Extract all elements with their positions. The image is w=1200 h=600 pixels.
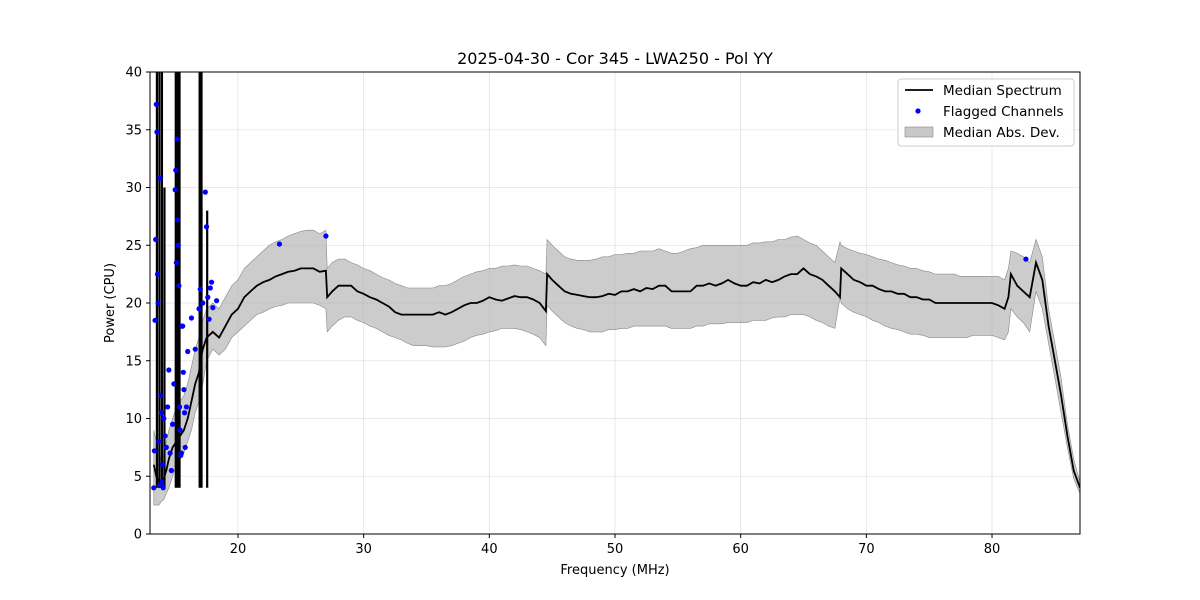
flagged-channel-point: [166, 367, 172, 373]
flagged-channel-point: [214, 298, 220, 304]
flagged-channel-point: [167, 450, 173, 456]
flagged-channel-point: [180, 323, 186, 329]
flagged-channel-point: [176, 404, 183, 410]
flagged-channel-point: [168, 467, 174, 474]
flagged-channel-point: [180, 369, 186, 375]
flagged-channel-point: [197, 286, 203, 292]
flagged-channel-point: [177, 427, 183, 433]
flagged-channel-point: [156, 439, 162, 445]
legend: Median Spectrum Flagged Channels Median …: [897, 78, 1075, 147]
legend-band-swatch: [904, 126, 934, 138]
legend-band-label: Median Abs. Dev.: [943, 125, 1060, 141]
flagged-channel-point: [323, 233, 329, 239]
y-tick-label: 5: [134, 470, 142, 485]
x-axis-label: Frequency (MHz): [560, 563, 669, 578]
flagged-channel-point: [173, 259, 179, 266]
x-axis-ticks: 20 30 40 50 60 70 80: [230, 534, 1001, 557]
flagged-channel-point: [154, 129, 160, 135]
flagged-channel-point: [161, 415, 167, 422]
flagged-channel-point: [159, 479, 165, 485]
flagged-channel-point: [153, 236, 159, 243]
y-tick-label: 40: [125, 66, 142, 81]
flagged-channel-point: [158, 392, 164, 398]
flagged-channel-point: [196, 306, 202, 312]
flagged-channel-point: [175, 217, 181, 223]
y-axis-label: Power (CPU): [103, 263, 118, 343]
x-tick-label: 80: [984, 542, 1001, 557]
y-tick-label: 10: [125, 412, 142, 427]
y-tick-label: 0: [134, 528, 142, 543]
flagged-channel-point: [175, 242, 181, 248]
x-tick-label: 20: [230, 542, 247, 557]
x-tick-label: 40: [481, 542, 498, 557]
y-tick-label: 20: [125, 297, 142, 312]
flagged-channel-point: [157, 175, 163, 181]
x-tick-label: 60: [732, 542, 749, 557]
flagged-channel-point: [160, 485, 166, 491]
flagged-channel-point: [174, 136, 180, 142]
flagged-channel-point: [192, 346, 198, 352]
flagged-channel-point: [181, 387, 187, 393]
legend-median-label: Median Spectrum: [943, 83, 1062, 99]
y-tick-label: 35: [125, 123, 142, 138]
flagged-channel-point: [178, 450, 185, 456]
y-axis-ticks: 0 5 10 15 20 25 30 35 40: [125, 66, 150, 543]
flagged-channel-point: [207, 285, 213, 291]
flagged-channel-point: [162, 433, 168, 439]
flagged-channel-point: [183, 404, 190, 410]
x-tick-label: 70: [858, 542, 875, 557]
flagged-channel-point: [158, 410, 164, 416]
y-tick-label: 30: [125, 181, 142, 196]
flagged-channel-point: [181, 410, 188, 416]
legend-box: [897, 78, 1075, 147]
flagged-channel-point: [202, 189, 208, 195]
flagged-channel-point: [170, 421, 176, 427]
flagged-channel-point: [185, 348, 191, 355]
flagged-channel-point: [154, 271, 161, 277]
chart-title: 2025-04-30 - Cor 345 - LWA250 - Pol YY: [457, 49, 773, 68]
x-tick-label: 50: [607, 542, 624, 557]
flagged-channel-point: [171, 381, 177, 387]
flagged-channel-point: [151, 485, 157, 491]
y-tick-label: 25: [125, 239, 142, 254]
flagged-channel-point: [159, 462, 166, 468]
flagged-channel-point: [172, 187, 178, 193]
flagged-channel-point: [151, 448, 157, 454]
legend-flagged-label: Flagged Channels: [943, 104, 1064, 120]
flagged-channel-point: [176, 283, 182, 289]
flagged-channel-point: [188, 315, 195, 321]
flagged-channel-point: [205, 294, 211, 300]
flagged-channel-point: [152, 317, 158, 323]
flagged-channel-point: [155, 300, 161, 306]
x-tick-label: 30: [355, 542, 372, 557]
flagged-channels-points: [151, 101, 1029, 491]
flagged-channel-point: [200, 300, 206, 306]
flagged-channel-point: [276, 241, 283, 247]
flagged-channel-point: [203, 224, 210, 230]
median-spectrum-line: [152, 259, 1080, 489]
flagged-channel-point: [1023, 256, 1029, 262]
flagged-channel-point: [210, 305, 216, 311]
legend-flagged-swatch: [915, 108, 921, 114]
flagged-channel-point: [208, 279, 215, 285]
flagged-channel-point: [164, 404, 171, 410]
y-tick-label: 15: [125, 354, 142, 369]
median-abs-dev-band: [153, 229, 1080, 506]
flagged-channel-point: [153, 101, 159, 107]
flagged-channel-point: [173, 167, 179, 173]
flagged-channel-point: [182, 444, 188, 450]
flagged-channel-point: [206, 316, 212, 322]
flagged-channel-point: [163, 444, 169, 450]
